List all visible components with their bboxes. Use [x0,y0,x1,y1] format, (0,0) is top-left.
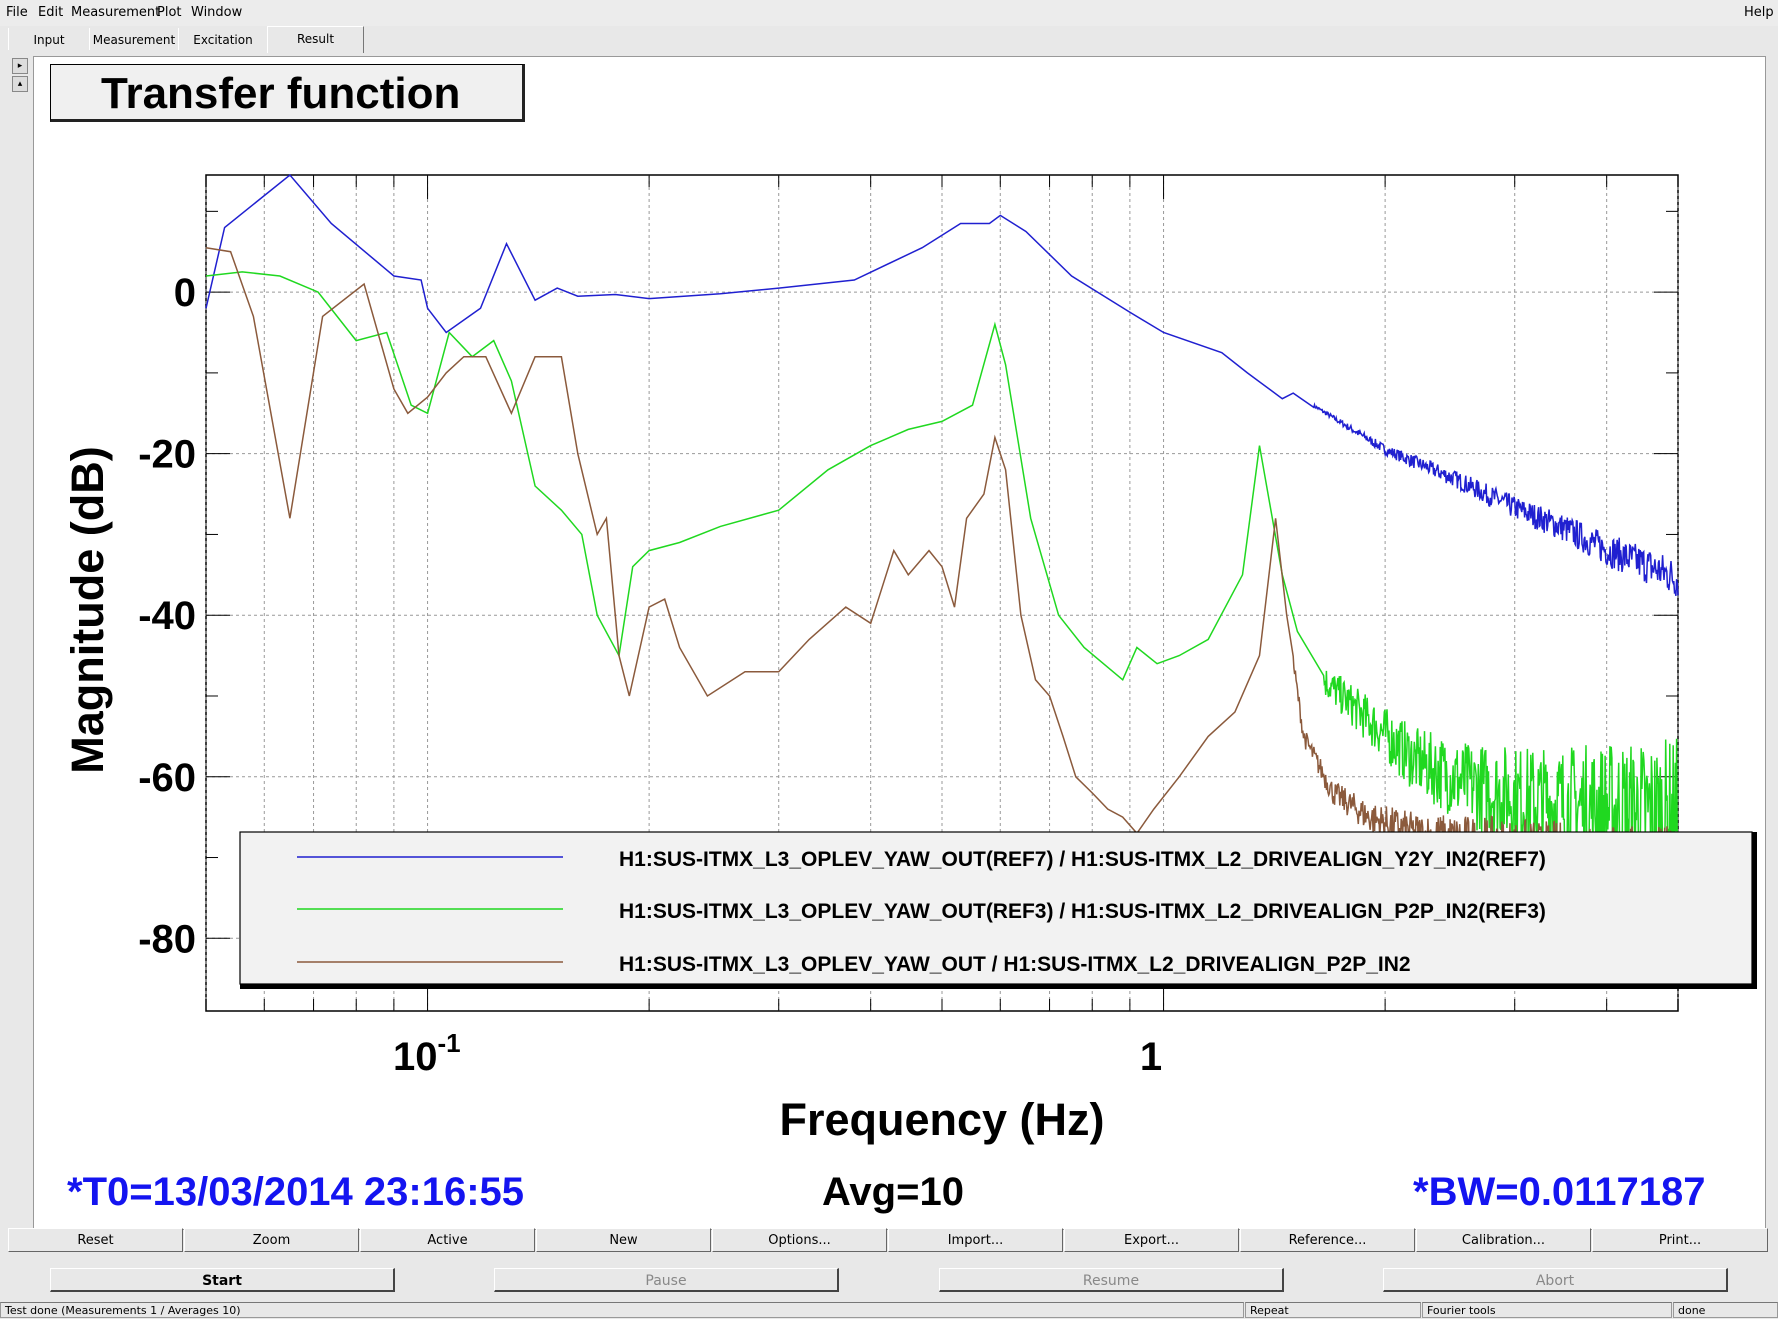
info-avg: Avg=10 [822,1170,964,1214]
tab-input[interactable]: Input [8,28,90,50]
y-tick-label: -60 [138,756,196,800]
tab-result[interactable]: Result [267,26,364,53]
pad-scroll-arrows: ▸ ▴ [12,58,28,94]
calibration-button[interactable]: Calibration... [1416,1228,1591,1252]
reset-button[interactable]: Reset [8,1228,183,1252]
legend-label-current: H1:SUS-ITMX_L3_OPLEV_YAW_OUT / H1:SUS-IT… [619,953,1411,976]
status-message: Test done (Measurements 1 / Averages 10) [0,1302,1244,1318]
plot-title: Transfer function [50,64,525,122]
series-line-0 [205,173,1679,597]
x-tick-label-0.1: 10-1 [393,1028,461,1079]
x-axis-label: Frequency (Hz) [779,1094,1104,1145]
status-repeat: Repeat [1245,1302,1421,1318]
x-tick-label-1: 1 [1140,1035,1162,1079]
menubar: File Edit Measurement Plot Window Help [0,0,1778,26]
axis-ticks [205,175,1679,1011]
legend-label-ref3: H1:SUS-ITMX_L3_OPLEV_YAW_OUT(REF3) / H1:… [619,900,1546,923]
reference-button[interactable]: Reference... [1240,1228,1415,1252]
options-button[interactable]: Options... [712,1228,887,1252]
new-button[interactable]: New [536,1228,711,1252]
measurement-controls: Start Pause Resume Abort [0,1268,1778,1298]
menu-plot[interactable]: Plot [157,5,182,20]
arrow-up-icon[interactable]: ▴ [12,76,28,92]
tab-bar: Input Measurement Excitation Result [0,26,1778,53]
y-axis-label: Magnitude (dB) [62,446,113,773]
print-button[interactable]: Print... [1592,1228,1768,1252]
pause-button[interactable]: Pause [494,1268,839,1292]
zoom-button[interactable]: Zoom [184,1228,359,1252]
x-tick-labels: 10-1 1 [393,1028,1162,1079]
y-tick-label: -80 [138,917,196,961]
menu-edit[interactable]: Edit [38,5,64,20]
series-line-1 [205,271,1679,893]
status-fourier: Fourier tools [1422,1302,1672,1318]
menu-file[interactable]: File [6,5,28,20]
resume-button[interactable]: Resume [939,1268,1284,1292]
y-tick-label: -40 [138,594,196,638]
tab-measurement[interactable]: Measurement [89,28,179,50]
plot-toolbar: Reset Zoom Active New Options... Import.… [8,1228,1770,1254]
y-tick-label: -20 [138,433,196,477]
legend-label-ref7: H1:SUS-ITMX_L3_OPLEV_YAW_OUT(REF7) / H1:… [619,848,1546,871]
status-state: done [1673,1302,1778,1318]
legend: H1:SUS-ITMX_L3_OPLEV_YAW_OUT(REF7) / H1:… [239,831,1757,989]
abort-button[interactable]: Abort [1383,1268,1728,1292]
arrow-right-icon[interactable]: ▸ [12,58,28,74]
menu-window[interactable]: Window [191,5,243,20]
y-tick-labels: 0 -20 -40 -60 -80 [138,271,196,961]
menu-help[interactable]: Help [1744,5,1774,20]
active-button[interactable]: Active [360,1228,535,1252]
start-button[interactable]: Start [50,1268,395,1292]
export-button[interactable]: Export... [1064,1228,1239,1252]
import-button[interactable]: Import... [888,1228,1063,1252]
menu-measurement[interactable]: Measurement [71,5,161,20]
y-tick-label: 0 [174,271,196,315]
info-t0: *T0=13/03/2014 23:16:55 [67,1170,525,1214]
info-bw: *BW=0.0117187 [1413,1170,1706,1214]
status-bar: Test done (Measurements 1 / Averages 10)… [0,1302,1778,1319]
